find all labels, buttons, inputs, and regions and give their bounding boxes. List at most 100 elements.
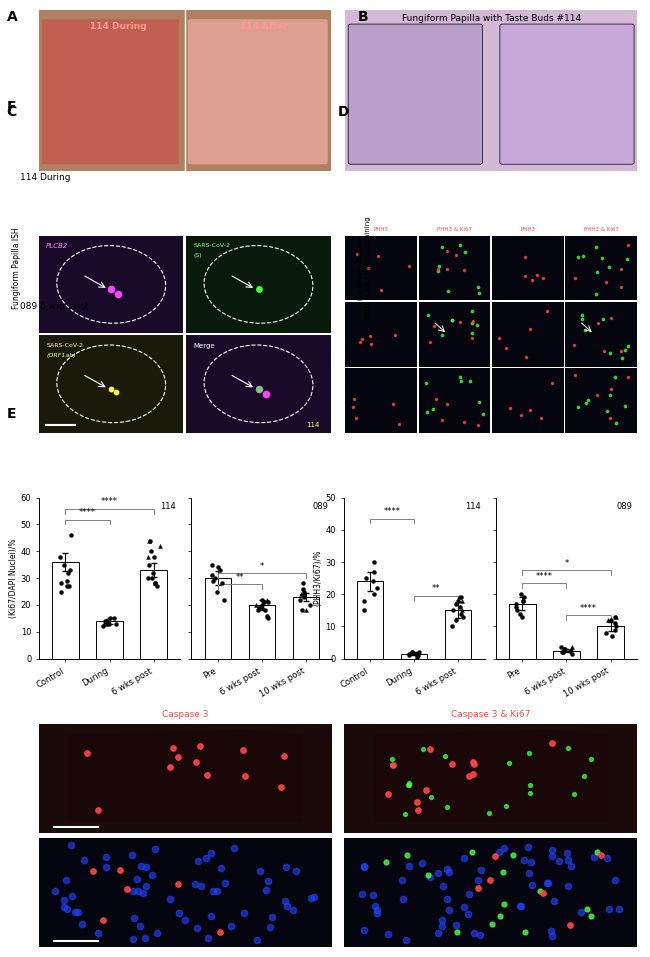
- Point: [306, 891, 317, 906]
- Point: [218, 592, 229, 608]
- Point: [605, 411, 616, 426]
- Point: [150, 576, 161, 591]
- Point: [523, 746, 534, 761]
- Point: [102, 613, 112, 629]
- Point: [66, 888, 77, 903]
- Point: [437, 919, 447, 934]
- Point: [259, 594, 269, 610]
- Point: [486, 917, 497, 932]
- Point: [505, 400, 515, 415]
- Point: [258, 600, 268, 615]
- Point: [376, 282, 387, 298]
- Point: [592, 844, 603, 859]
- Point: [538, 270, 549, 285]
- Point: [447, 756, 458, 771]
- Point: [66, 837, 76, 853]
- Point: [62, 901, 72, 916]
- Text: 114 During: 114 During: [90, 22, 146, 32]
- Text: 114: 114: [465, 502, 480, 511]
- Point: [442, 261, 452, 277]
- Bar: [205, 578, 231, 658]
- Point: [55, 549, 65, 565]
- Point: [70, 904, 80, 920]
- Text: PLCB2: PLCB2: [46, 243, 68, 250]
- Point: [569, 367, 580, 383]
- Point: [437, 412, 447, 428]
- Point: [433, 925, 443, 941]
- Point: [252, 603, 263, 618]
- Point: [566, 641, 576, 657]
- Point: [111, 384, 121, 399]
- Point: [77, 917, 87, 932]
- Point: [601, 625, 612, 640]
- Point: [368, 573, 378, 589]
- Point: [583, 392, 593, 408]
- Point: [355, 335, 365, 350]
- Point: [535, 883, 545, 899]
- Point: [622, 251, 632, 266]
- Point: [361, 570, 371, 586]
- Point: [558, 645, 568, 660]
- Point: [412, 650, 423, 665]
- Bar: [597, 627, 624, 658]
- Point: [363, 260, 373, 276]
- Point: [114, 863, 125, 879]
- Point: [414, 645, 424, 660]
- Point: [291, 864, 301, 879]
- Point: [386, 751, 396, 767]
- Point: [485, 872, 495, 887]
- Point: [566, 858, 577, 874]
- Point: [237, 743, 248, 758]
- Point: [369, 564, 380, 579]
- Point: [254, 600, 265, 615]
- Point: [212, 584, 222, 599]
- Point: [111, 616, 121, 632]
- Point: [610, 610, 620, 625]
- Point: [547, 848, 558, 863]
- Point: [214, 924, 225, 940]
- Point: [144, 533, 155, 548]
- Point: [516, 899, 526, 914]
- Point: [459, 262, 469, 278]
- FancyBboxPatch shape: [500, 24, 634, 165]
- Point: [131, 872, 142, 887]
- Point: [517, 593, 528, 609]
- Point: [520, 268, 530, 283]
- Point: [72, 904, 83, 920]
- Point: [450, 918, 461, 933]
- Point: [546, 924, 556, 939]
- Point: [606, 612, 616, 628]
- Point: [455, 237, 465, 253]
- Point: [351, 411, 361, 426]
- Point: [469, 925, 479, 941]
- Point: [66, 527, 77, 543]
- Point: [404, 775, 414, 790]
- Point: [424, 870, 435, 885]
- Point: [296, 587, 306, 602]
- Text: Fungiform Papilla ISH: Fungiform Papilla ISH: [12, 227, 21, 309]
- Point: [105, 611, 115, 626]
- Point: [263, 594, 273, 610]
- Point: [596, 847, 606, 862]
- Point: [359, 603, 370, 618]
- Point: [580, 323, 590, 338]
- Point: [441, 397, 452, 412]
- Point: [138, 885, 148, 901]
- Point: [604, 901, 614, 917]
- Text: **: **: [432, 585, 441, 593]
- Text: PHH3: PHH3: [374, 228, 389, 233]
- Point: [610, 873, 621, 888]
- Point: [494, 330, 504, 345]
- Point: [616, 344, 626, 359]
- Point: [459, 899, 469, 914]
- Point: [538, 885, 548, 901]
- Point: [603, 612, 614, 628]
- Point: [567, 639, 577, 655]
- Text: Fungiform Papillae
PHH3 & Ki67 Immunostaining: Fungiform Papillae PHH3 & Ki67 Immunosta…: [358, 216, 370, 320]
- Point: [404, 648, 414, 663]
- Point: [352, 246, 362, 261]
- Point: [288, 902, 298, 918]
- Point: [254, 381, 264, 396]
- Point: [525, 777, 536, 792]
- Point: [309, 889, 319, 904]
